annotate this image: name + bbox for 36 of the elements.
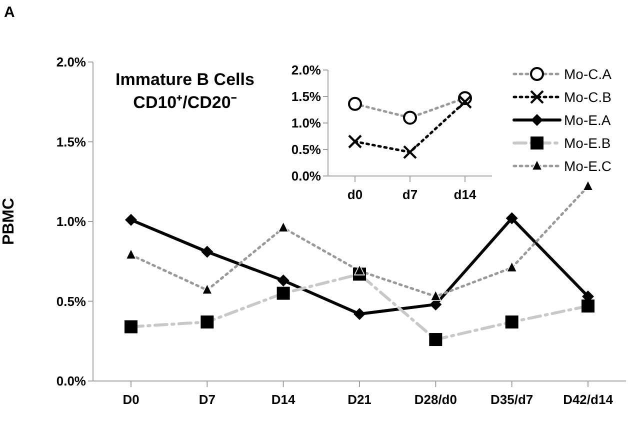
x-tick-label: D0 [122,392,140,408]
point [125,214,137,226]
y-tick-label: 0.0% [56,374,86,389]
legend-label: Mo-C.B [564,88,612,104]
x-tick-label: d14 [454,187,477,202]
x-tick-label: D28/d0 [414,392,457,408]
y-tick-label: 1.0% [56,214,86,230]
point [506,212,518,224]
point [348,134,362,149]
legend-label: Mo-E.C [564,158,612,174]
x-tick-label: d0 [347,187,363,202]
y-tick-label: 1.5% [56,134,86,150]
y-tick-label: 0.5% [291,142,322,158]
y-tick-label: 2.0% [291,62,322,78]
point [354,308,366,320]
x-tick-label: D7 [198,392,216,408]
y-axis-title: PBMC [0,198,18,246]
point [458,94,472,109]
x-tick-label: D42/d14 [563,392,614,408]
y-tick-label: 2.0% [56,54,86,70]
y-tick-label: 0.5% [56,294,86,309]
point [402,145,418,160]
y-tick-label: 1.0% [291,116,322,131]
legend-label: Mo-E.B [564,134,611,150]
y-tick-label: 1.5% [291,89,322,104]
legend-label: Mo-C.A [564,66,612,82]
x-tick-label: D21 [348,392,372,408]
legend-label: Mo-E.A [564,112,611,128]
point [277,274,290,287]
text: Immature B Cells CD10⁺/CD20⁻ [114,69,256,114]
text: A [4,4,15,21]
point [201,246,214,258]
x-tick-label: D35/d7 [490,392,534,408]
x-tick-label: d7 [402,187,418,202]
y-tick-label: 0.0% [291,168,322,184]
x-tick-label: D14 [271,392,296,408]
